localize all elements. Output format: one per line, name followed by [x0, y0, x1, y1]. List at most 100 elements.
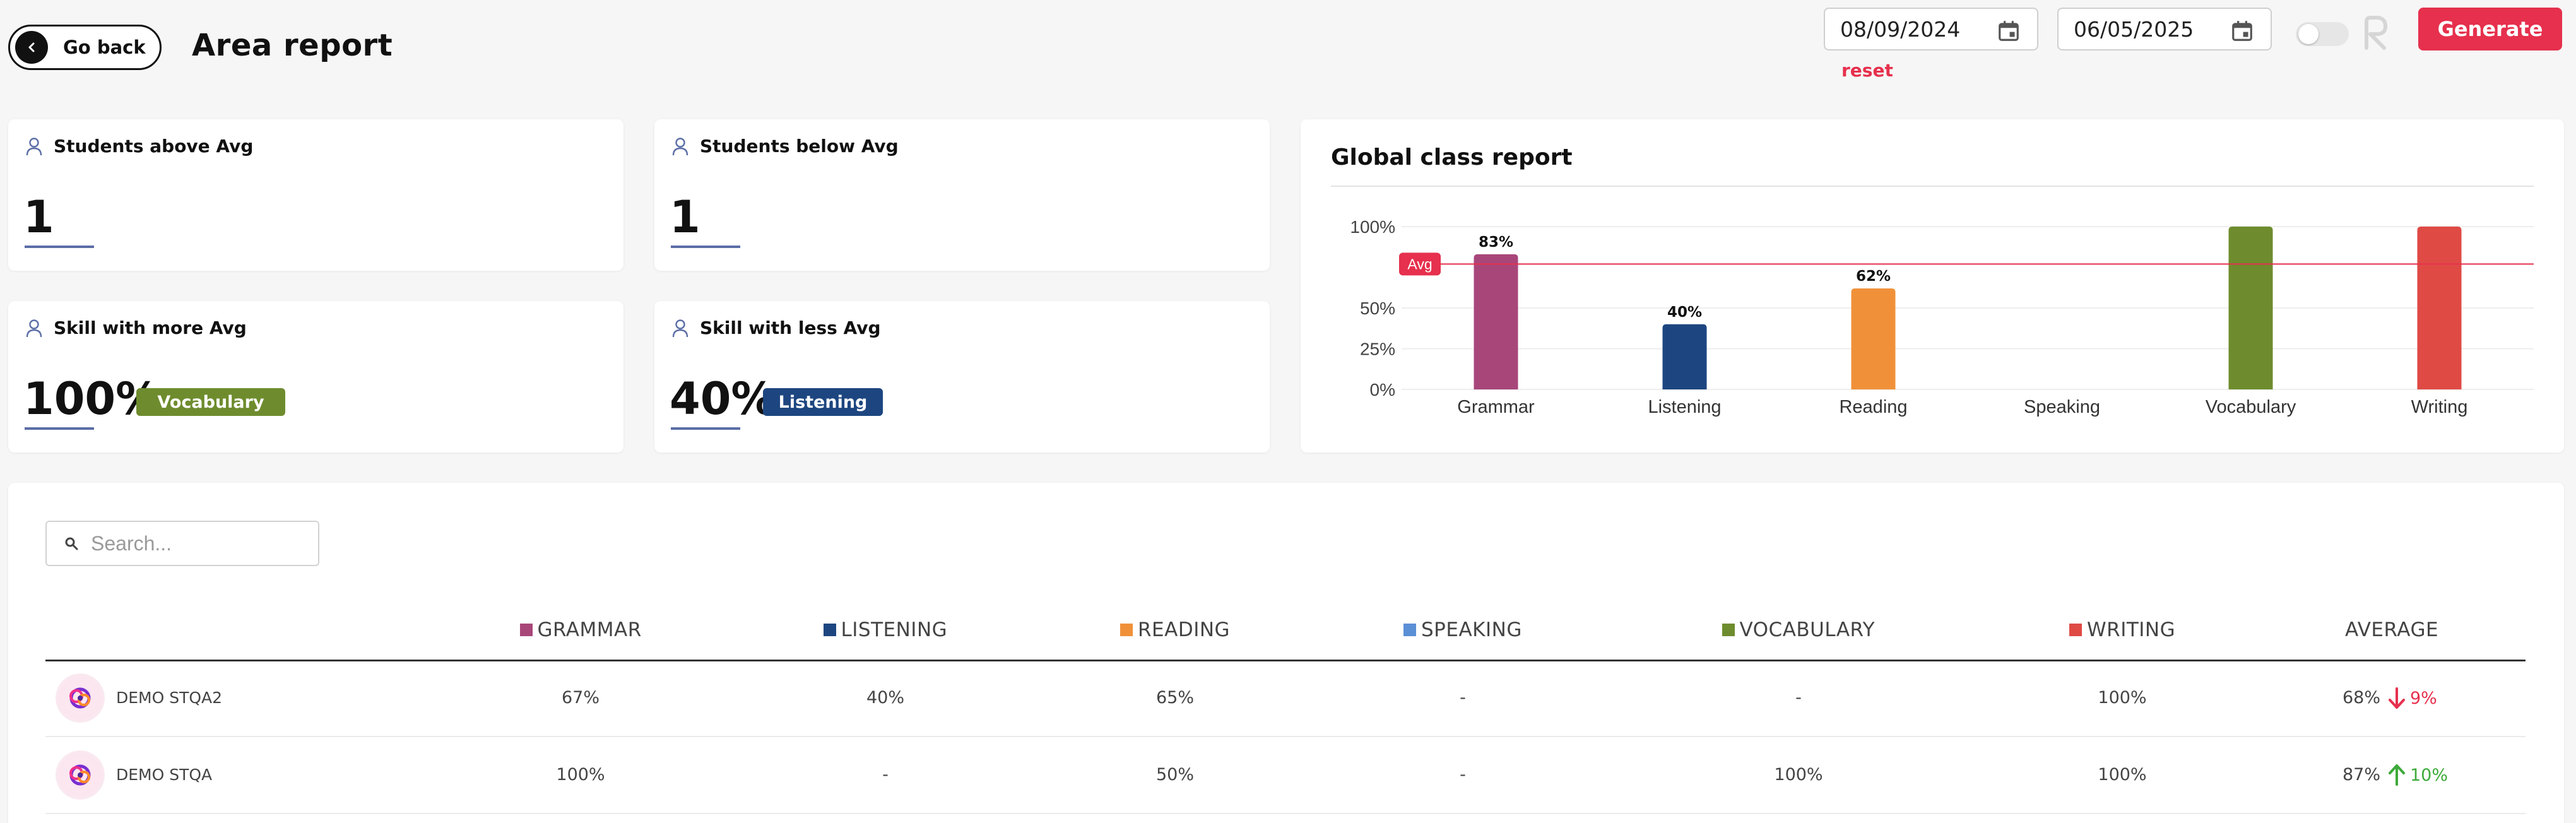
bar-data-label: 83%: [1479, 234, 1513, 251]
column-header-grammar[interactable]: GRAMMAR: [519, 616, 642, 644]
legend-swatch: [1722, 624, 1735, 636]
average-cell: 87%: [2342, 765, 2381, 785]
search-box[interactable]: [45, 521, 319, 566]
bar-listening: [1662, 324, 1707, 389]
score-cell-listening: -: [882, 765, 889, 785]
avatar: [56, 673, 105, 723]
view-toggle[interactable]: [2296, 22, 2349, 46]
score-cell-reading: 50%: [1155, 765, 1195, 785]
legend-swatch: [823, 624, 836, 636]
x-tick-label: Writing: [2411, 397, 2468, 417]
bar-data-label: 62%: [1856, 268, 1891, 285]
score-cell-vocabulary: 100%: [1774, 765, 1823, 785]
value-underline: [671, 427, 740, 430]
user-icon: [672, 137, 688, 155]
average-label: Avg: [1407, 256, 1432, 272]
toggle-knob: [2298, 24, 2319, 44]
card-header: Students below Avg: [672, 136, 899, 157]
score-cell-grammar: 100%: [556, 765, 605, 785]
trend-value: 9%: [2410, 688, 2437, 708]
avatar: [56, 750, 105, 800]
y-tick-label: 100%: [1350, 217, 1395, 237]
global-class-report-card: Global class report 0% 25% 50% 100% 83% Gramm…: [1301, 119, 2564, 453]
column-header-speaking[interactable]: SPEAKING: [1403, 616, 1522, 644]
score-cell-speaking: -: [1460, 765, 1466, 785]
legend-swatch: [2069, 624, 2082, 636]
page-title: Area report: [192, 28, 393, 63]
column-header-label: SPEAKING: [1421, 619, 1522, 641]
column-header-label: GRAMMAR: [537, 619, 642, 641]
card-header: Skill with more Avg: [26, 317, 247, 338]
go-back-label: Go back: [63, 37, 146, 58]
card-skill-less-avg: Skill with less Avg 40% Listening: [654, 301, 1270, 453]
column-header-reading[interactable]: READING: [1120, 616, 1230, 644]
column-header-writing[interactable]: WRITING: [2069, 616, 2175, 644]
column-header-average[interactable]: AVERAGE: [2345, 616, 2438, 644]
column-header-listening[interactable]: LISTENING: [823, 616, 948, 644]
bar-vocabulary: [2228, 227, 2273, 389]
user-icon: [26, 137, 42, 155]
average-badge: [1399, 252, 1441, 276]
card-value: 1: [23, 191, 54, 243]
students-table-card: [8, 483, 2564, 823]
value-underline: [671, 246, 740, 248]
card-value: 40%: [670, 373, 776, 425]
reset-link[interactable]: reset: [1841, 60, 1893, 81]
search-input[interactable]: [91, 531, 305, 555]
arrow-up-icon: [2389, 764, 2405, 786]
legend-swatch: [1120, 624, 1133, 636]
student-name[interactable]: DEMO STQA2: [116, 689, 223, 707]
average-cell: 68%: [2342, 688, 2381, 708]
y-tick-label: 25%: [1360, 340, 1395, 359]
skill-badge-listening: Listening: [763, 388, 883, 416]
date-to-input[interactable]: 06/05/2025: [2057, 8, 2272, 50]
go-back-button[interactable]: Go back: [8, 25, 162, 70]
brand-r-icon: [2365, 16, 2387, 50]
bar-chart: 0% 25% 50% 100% 83% Grammar 40% Listening 62% Rea…: [1350, 217, 2534, 417]
user-icon: [672, 319, 688, 337]
bar-grammar: [1474, 254, 1518, 389]
arrow-down-icon: [2389, 687, 2405, 709]
table-header-rule: [45, 660, 2526, 661]
column-header-label: LISTENING: [841, 619, 948, 641]
card-header: Students above Avg: [26, 136, 253, 157]
column-header-vocabulary[interactable]: VOCABULARY: [1722, 616, 1876, 644]
search-icon: [65, 537, 78, 550]
x-tick-label: Listening: [1648, 397, 1721, 417]
skill-badge-vocabulary: Vocabulary: [136, 388, 285, 416]
column-header-label: AVERAGE: [2345, 619, 2439, 641]
date-from-input[interactable]: 08/09/2024: [1824, 8, 2038, 50]
date-to-value: 06/05/2025: [2074, 16, 2194, 42]
chart-divider: [1331, 186, 2534, 187]
chart-title: Global class report: [1331, 145, 1573, 170]
value-underline: [25, 246, 94, 248]
card-students-above-avg: Students above Avg 1: [8, 119, 623, 271]
y-tick-label: 0%: [1370, 380, 1395, 400]
trend-value: 10%: [2410, 765, 2449, 785]
x-tick-label: Reading: [1839, 397, 1907, 417]
score-cell-writing: 100%: [2098, 765, 2147, 785]
score-cell-vocabulary: -: [1795, 688, 1802, 708]
row-divider: [45, 813, 2526, 814]
card-students-below-avg: Students below Avg 1: [654, 119, 1270, 271]
score-cell-writing: 100%: [2098, 688, 2147, 708]
calendar-icon[interactable]: [1997, 19, 2021, 43]
generate-button[interactable]: Generate: [2418, 8, 2562, 50]
trend-indicator: 10%: [2387, 763, 2448, 787]
bar-writing: [2417, 227, 2462, 389]
x-tick-label: Grammar: [1457, 397, 1535, 417]
row-divider: [45, 736, 2526, 737]
score-cell-listening: 40%: [866, 688, 905, 708]
card-label: Skill with more Avg: [54, 317, 247, 338]
card-label: Students above Avg: [54, 136, 254, 157]
calendar-icon[interactable]: [2230, 19, 2254, 43]
column-header-label: READING: [1138, 619, 1231, 641]
bar-data-label: 40%: [1667, 304, 1702, 321]
card-label: Skill with less Avg: [700, 317, 881, 338]
x-tick-label: Vocabulary: [2206, 397, 2296, 417]
trend-indicator: 9%: [2387, 686, 2437, 710]
student-name[interactable]: DEMO STQA: [116, 766, 213, 784]
score-cell-speaking: -: [1460, 688, 1466, 708]
value-underline: [25, 427, 94, 430]
card-header: Skill with less Avg: [672, 317, 881, 338]
